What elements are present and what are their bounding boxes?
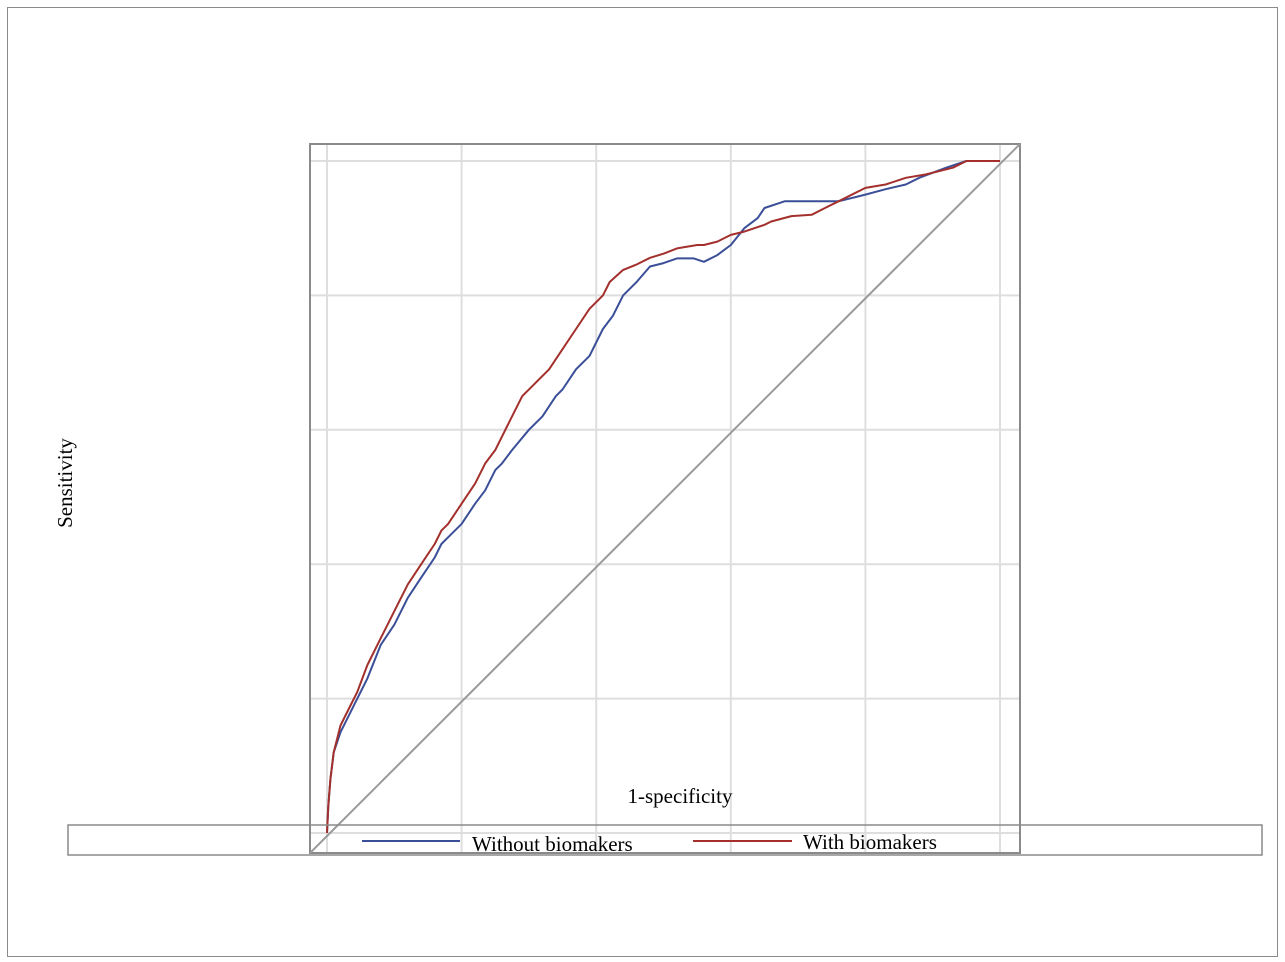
reference-diagonal-line (309, 143, 1021, 854)
y-axis-label: Sensitivity (53, 438, 77, 528)
legend-box (67, 824, 1263, 856)
series-layer (309, 143, 1021, 854)
legend-label-with-biomakers: With biomakers (803, 830, 937, 854)
series-line-without-biomakers (326, 160, 1000, 834)
legend: Without biomakers With biomakers (67, 824, 1263, 856)
x-axis-label: 1-specificity (628, 784, 733, 808)
series-line-with-biomakers (326, 160, 1000, 834)
plot-border (309, 143, 1021, 854)
grid (310, 144, 1020, 853)
legend-label-without-biomakers: Without biomakers (472, 832, 633, 856)
chart-frame (7, 7, 1278, 957)
